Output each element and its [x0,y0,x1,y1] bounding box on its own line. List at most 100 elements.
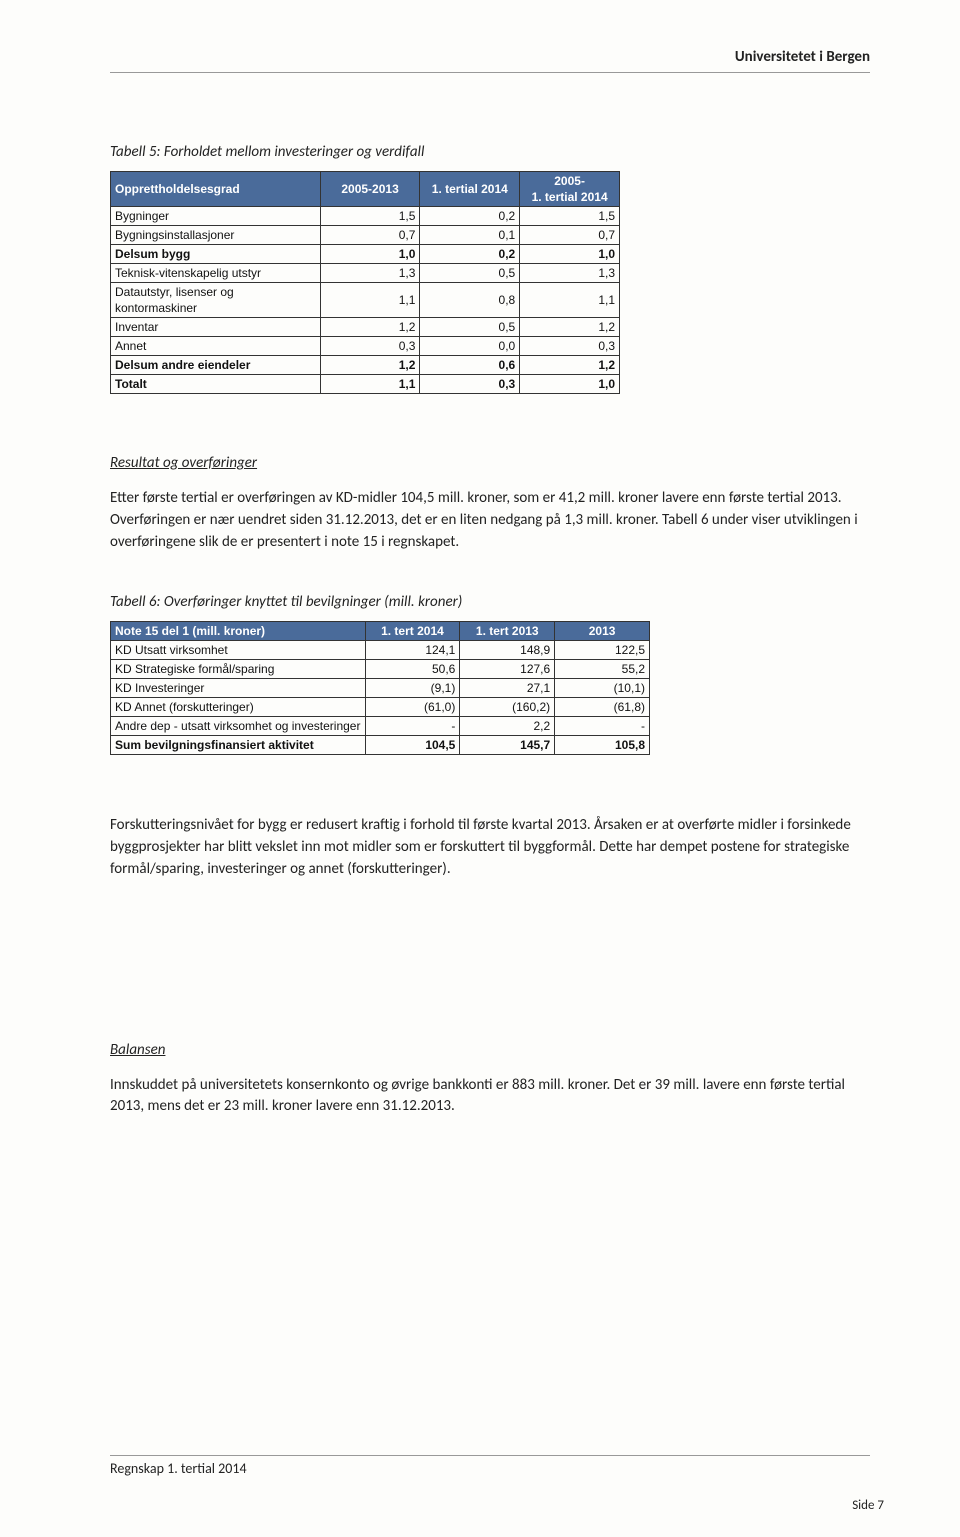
page: Universitetet i Bergen Tabell 5: Forhold… [0,0,960,1537]
row-value: 0,3 [520,337,620,356]
row-value: 50,6 [365,660,460,679]
table5-caption: Tabell 5: Forholdet mellom investeringer… [110,143,870,161]
footer-left: Regnskap 1. tertial 2014 [110,1455,870,1477]
row-value: 1,1 [320,283,420,318]
row-value: (61,8) [555,698,650,717]
row-value: 1,1 [320,375,420,394]
table6-body: KD Utsatt virksomhet124,1148,9122,5KD St… [111,641,650,755]
table6-col0: Note 15 del 1 (mill. kroner) [111,622,366,641]
row-value: (10,1) [555,679,650,698]
table-row: Datautstyr, lisenser og kontormaskiner1,… [111,283,620,318]
row-value: 122,5 [555,641,650,660]
row-value: 1,0 [520,245,620,264]
table-row: Sum bevilgningsfinansiert aktivitet104,5… [111,736,650,755]
section-balansen-para: Innskuddet på universitetets konsernkont… [110,1075,870,1119]
table-row: Bygningsinstallasjoner0,70,10,7 [111,226,620,245]
row-value: 1,2 [520,356,620,375]
table5-col1: 2005-2013 [320,172,420,207]
row-label: Sum bevilgningsfinansiert aktivitet [111,736,366,755]
table-row: Delsum bygg1,00,21,0 [111,245,620,264]
row-value: 127,6 [460,660,555,679]
row-value: 0,2 [420,245,520,264]
row-label: KD Annet (forskutteringer) [111,698,366,717]
table6-head: Note 15 del 1 (mill. kroner) 1. tert 201… [111,622,650,641]
row-value: 0,3 [320,337,420,356]
row-value: 1,1 [520,283,620,318]
row-value: 1,0 [320,245,420,264]
row-label: KD Investeringer [111,679,366,698]
row-value: 0,0 [420,337,520,356]
table6-col1: 1. tert 2014 [365,622,460,641]
table-row: Annet0,30,00,3 [111,337,620,356]
table-row: Delsum andre eiendeler1,20,61,2 [111,356,620,375]
table-row: KD Strategiske formål/sparing50,6127,655… [111,660,650,679]
row-label: Teknisk-vitenskapelig utstyr [111,264,321,283]
page-header-org: Universitetet i Bergen [110,48,870,73]
row-value: 0,5 [420,318,520,337]
row-value: 0,3 [420,375,520,394]
table-row: Inventar1,20,51,2 [111,318,620,337]
row-label: Totalt [111,375,321,394]
table5-body: Bygninger1,50,21,5Bygningsinstallasjoner… [111,207,620,394]
row-value: (160,2) [460,698,555,717]
table6-caption: Tabell 6: Overføringer knyttet til bevil… [110,593,870,611]
row-value: 27,1 [460,679,555,698]
table-row: Totalt1,10,31,0 [111,375,620,394]
row-value: 0,7 [520,226,620,245]
row-value: - [365,717,460,736]
table6-col2: 1. tert 2013 [460,622,555,641]
table-row: Andre dep - utsatt virksomhet og investe… [111,717,650,736]
row-value: 1,3 [520,264,620,283]
row-label: Andre dep - utsatt virksomhet og investe… [111,717,366,736]
row-value: (9,1) [365,679,460,698]
row-value: 1,5 [520,207,620,226]
table6-col3: 2013 [555,622,650,641]
row-value: 1,2 [320,318,420,337]
row-label: Bygningsinstallasjoner [111,226,321,245]
row-value: 0,5 [420,264,520,283]
row-value: 1,2 [520,318,620,337]
row-value: 148,9 [460,641,555,660]
row-label: KD Strategiske formål/sparing [111,660,366,679]
row-value: 145,7 [460,736,555,755]
row-value: 0,8 [420,283,520,318]
table-row: KD Utsatt virksomhet124,1148,9122,5 [111,641,650,660]
footer-page-number: Side 7 [852,1498,884,1513]
row-label: KD Utsatt virksomhet [111,641,366,660]
row-value: 0,6 [420,356,520,375]
table5: Opprettholdelsesgrad 2005-2013 1. tertia… [110,171,620,394]
row-label: Delsum bygg [111,245,321,264]
row-value: 2,2 [460,717,555,736]
row-value: 124,1 [365,641,460,660]
para-forskuttering: Forskutteringsnivået for bygg er reduser… [110,815,870,880]
row-value: 55,2 [555,660,650,679]
row-value: 1,0 [520,375,620,394]
table5-col3: 2005- 1. tertial 2014 [520,172,620,207]
row-label: Datautstyr, lisenser og kontormaskiner [111,283,321,318]
section-result-para: Etter første tertial er overføringen av … [110,488,870,553]
row-label: Bygninger [111,207,321,226]
table-row: Teknisk-vitenskapelig utstyr1,30,51,3 [111,264,620,283]
table-row: KD Investeringer(9,1)27,1(10,1) [111,679,650,698]
row-value: 0,1 [420,226,520,245]
table-row: Bygninger1,50,21,5 [111,207,620,226]
table5-col2: 1. tertial 2014 [420,172,520,207]
row-value: 104,5 [365,736,460,755]
row-value: (61,0) [365,698,460,717]
row-value: 1,3 [320,264,420,283]
row-value: 0,7 [320,226,420,245]
row-label: Delsum andre eiendeler [111,356,321,375]
row-value: 1,5 [320,207,420,226]
row-value: 105,8 [555,736,650,755]
row-label: Inventar [111,318,321,337]
table6: Note 15 del 1 (mill. kroner) 1. tert 201… [110,621,650,755]
section-result-heading: Resultat og overføringer [110,454,870,472]
table-row: KD Annet (forskutteringer)(61,0)(160,2)(… [111,698,650,717]
row-value: - [555,717,650,736]
section-balansen-heading: Balansen [110,1041,870,1059]
row-value: 0,2 [420,207,520,226]
table5-head: Opprettholdelsesgrad 2005-2013 1. tertia… [111,172,620,207]
row-value: 1,2 [320,356,420,375]
table5-col0: Opprettholdelsesgrad [111,172,321,207]
row-label: Annet [111,337,321,356]
